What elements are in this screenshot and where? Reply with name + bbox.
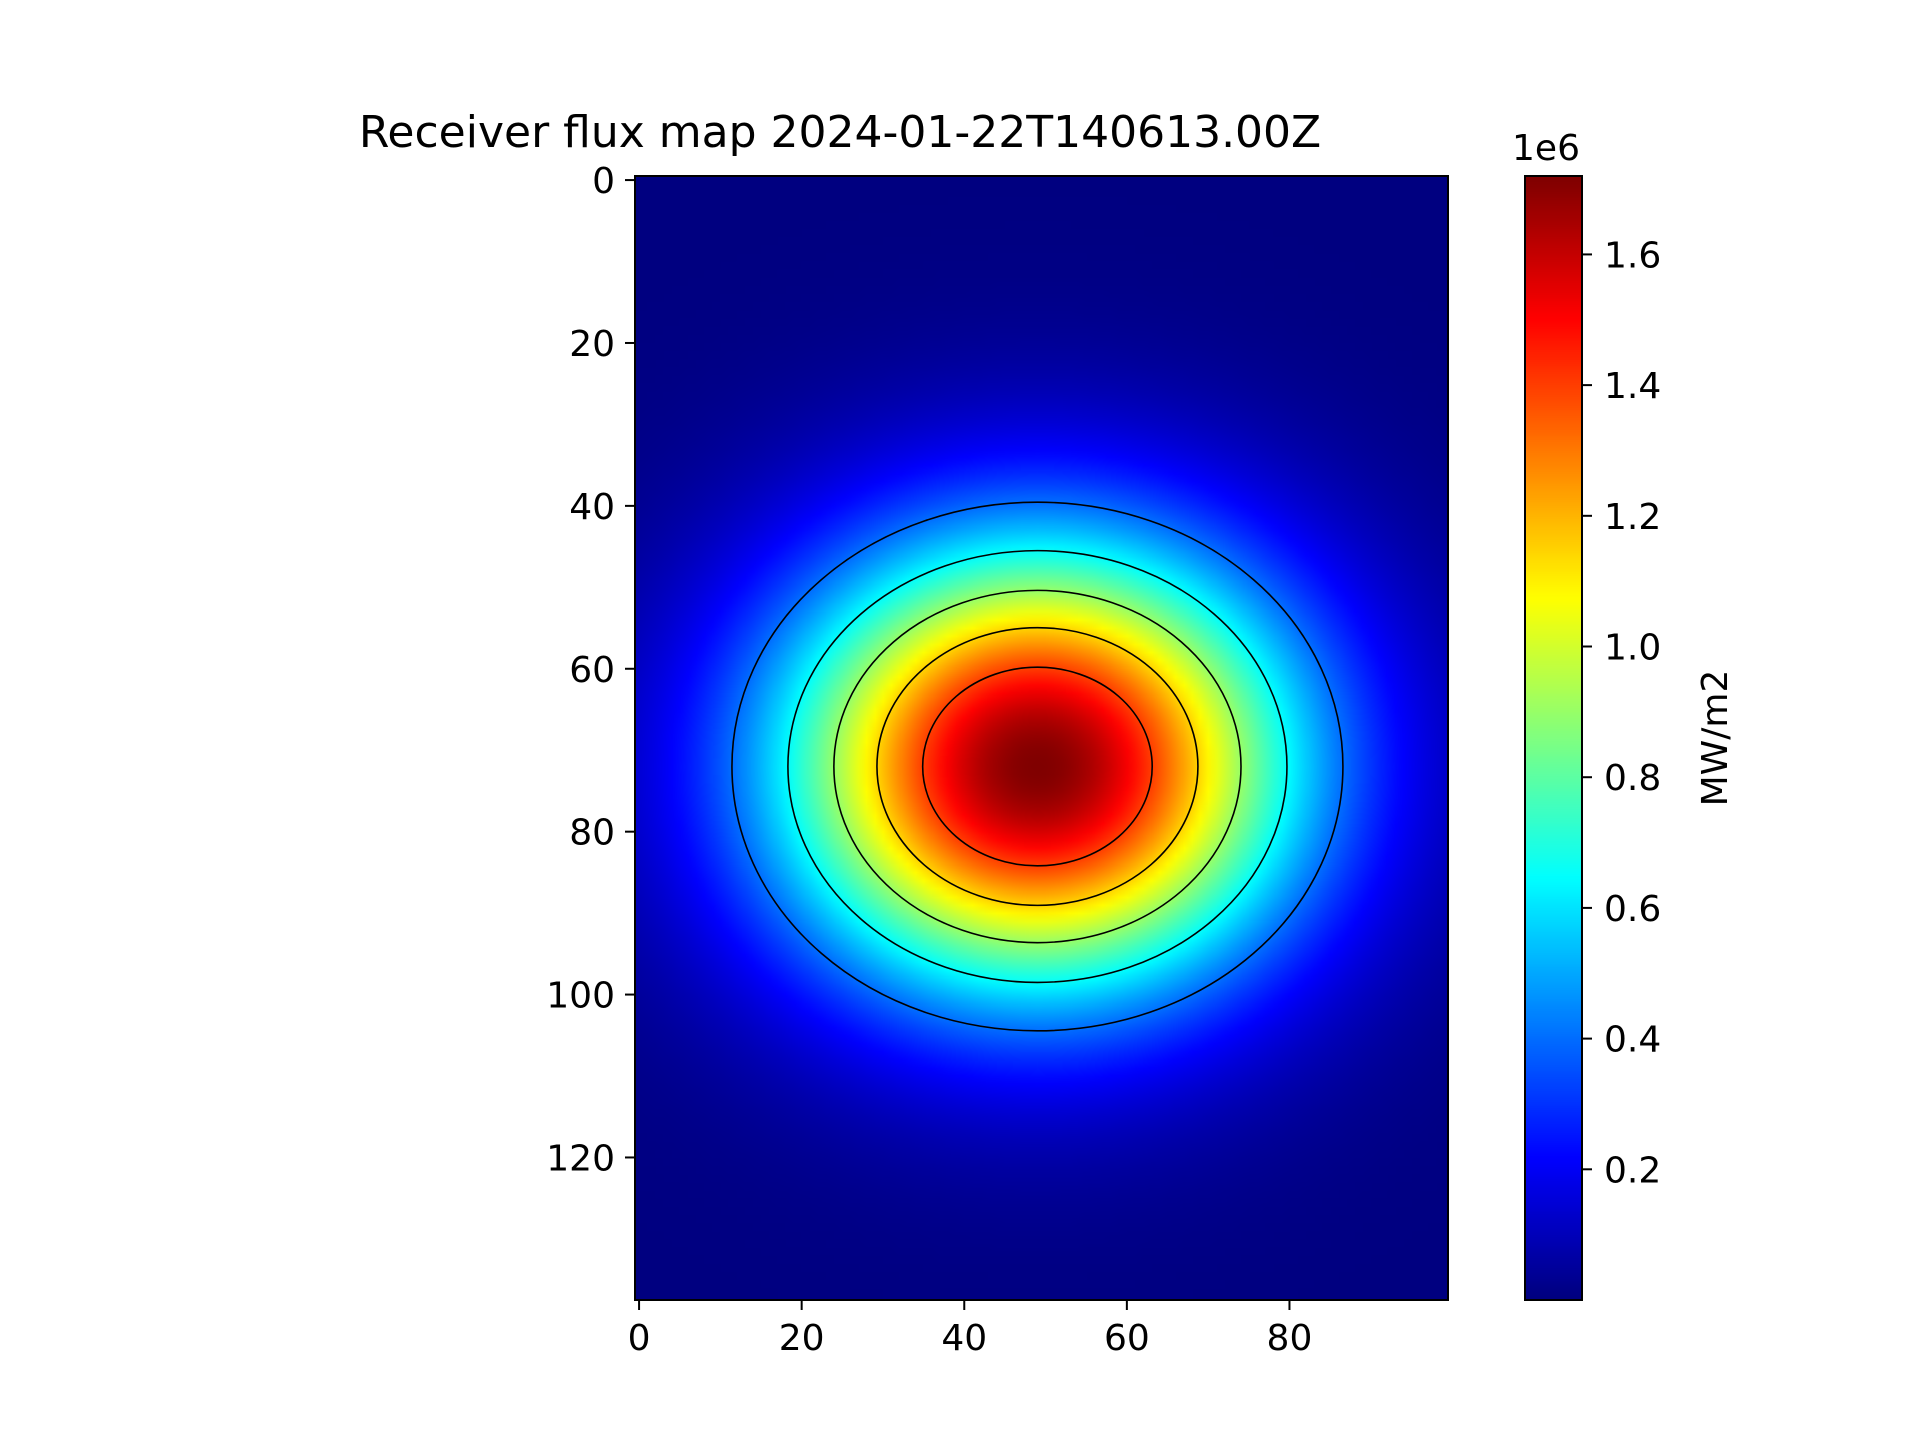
x-tick-label: 0 xyxy=(628,1318,651,1359)
plot-area xyxy=(634,175,1449,1301)
flux-heatmap xyxy=(635,176,1448,1300)
colorbar-tick-label: 0.4 xyxy=(1604,1020,1661,1061)
contour-line-3 xyxy=(833,589,1242,944)
chart-title: Receiver flux map 2024-01-22T140613.00Z xyxy=(359,107,1321,158)
colorbar: 0.2 0.4 0.6 0.8 1.0 1.2 1.4 1.6 1e6 MW/m2 xyxy=(1512,128,1736,1301)
contour-lines xyxy=(731,501,1344,1032)
x-tick-label: 60 xyxy=(1104,1318,1150,1359)
colorbar-gradient xyxy=(1525,176,1582,1300)
colorbar-tick-label: 0.6 xyxy=(1604,889,1661,930)
plot-frame xyxy=(634,175,1449,1301)
y-tick-label: 40 xyxy=(569,487,615,528)
x-axis: 0 20 40 60 80 xyxy=(628,1300,1313,1359)
y-tick-label: 0 xyxy=(592,161,615,202)
y-tick-label: 60 xyxy=(569,650,615,691)
contour-line-2 xyxy=(787,549,1288,984)
y-tick-label: 120 xyxy=(546,1138,615,1179)
x-tick-label: 20 xyxy=(779,1318,825,1359)
colorbar-label: MW/m2 xyxy=(1695,670,1736,807)
colorbar-tick-label: 1.0 xyxy=(1604,628,1661,669)
contour-line-1 xyxy=(731,501,1344,1032)
x-tick-label: 80 xyxy=(1267,1318,1313,1359)
colorbar-tick-label: 0.2 xyxy=(1604,1150,1661,1191)
colorbar-frame xyxy=(1524,175,1583,1301)
colorbar-tick-label: 0.8 xyxy=(1604,758,1661,799)
y-tick-label: 100 xyxy=(546,976,615,1017)
colorbar-ticks: 0.2 0.4 0.6 0.8 1.0 1.2 1.4 1.6 xyxy=(1582,235,1661,1191)
y-tick-label: 80 xyxy=(569,813,615,854)
x-tick-label: 40 xyxy=(941,1318,987,1359)
colorbar-tick-label: 1.6 xyxy=(1604,235,1661,276)
contour-line-4 xyxy=(876,626,1199,907)
colorbar-offset-text: 1e6 xyxy=(1512,128,1580,169)
colorbar-tick-label: 1.2 xyxy=(1604,497,1661,538)
colorbar-tick-label: 1.4 xyxy=(1604,366,1661,407)
contour-line-5 xyxy=(921,666,1153,867)
y-tick-label: 20 xyxy=(569,324,615,365)
y-axis: 0 20 40 60 80 100 120 xyxy=(546,161,635,1179)
